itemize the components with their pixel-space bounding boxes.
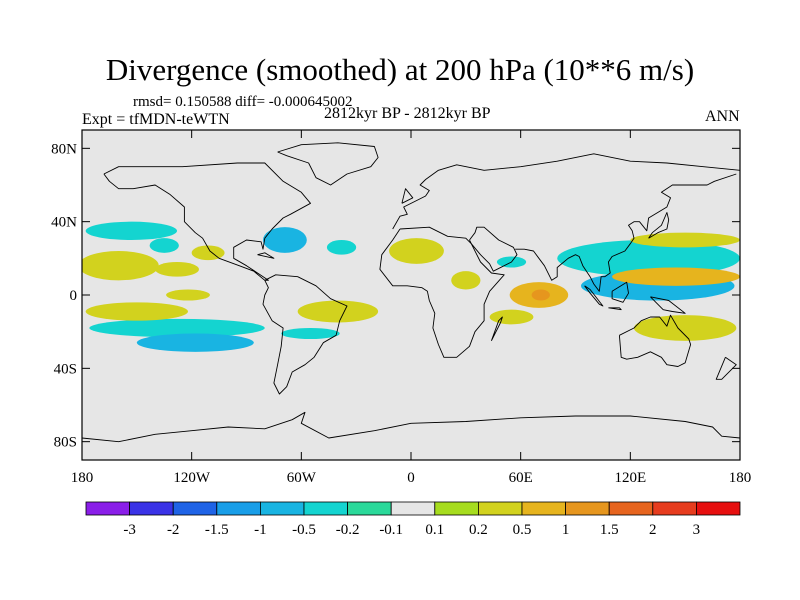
coastline-segment-16 <box>257 252 275 259</box>
coastline-segment-5 <box>515 173 737 292</box>
region-west-pacific-wet <box>612 267 740 286</box>
colorbar-swatch <box>303 501 348 516</box>
coastline-segment-15 <box>401 188 414 204</box>
region-mid-atlantic-dry <box>326 240 357 255</box>
colorbar-swatch <box>696 501 741 516</box>
coastline-segment-9 <box>584 285 604 307</box>
colorbar-label: -3 <box>123 522 136 538</box>
colorbar-swatch <box>85 501 130 516</box>
region-hawaii-dry <box>149 238 179 253</box>
x-axis: 180 120W 60W 0 60E 120E 180 <box>71 130 752 486</box>
colorbar-label: 3 <box>693 522 701 538</box>
colorbar-swatch <box>565 501 610 516</box>
colorbar-label: 0.1 <box>425 522 444 538</box>
region-atlantic-dry <box>262 227 307 253</box>
colorbar-swatch <box>434 501 479 516</box>
region-south-pacific-dry <box>89 318 265 338</box>
colorbar-label: 1.5 <box>600 522 619 538</box>
coastline-segment-13 <box>648 212 670 239</box>
x-tick-label: 120E <box>614 470 646 486</box>
y-tick-label: 40S <box>54 361 77 377</box>
season-label: ANN <box>705 108 740 125</box>
colorbar-label: -0.2 <box>336 522 360 538</box>
region-east-africa-wet <box>451 271 481 290</box>
colorbar-label: 0.2 <box>469 522 488 538</box>
region-north-pacific-dry <box>85 221 178 240</box>
colorbar-label: 0.5 <box>513 522 532 538</box>
colorbar-swatch <box>129 501 174 516</box>
x-tick-label: 60E <box>509 470 533 486</box>
region-south-pacific-deep-dry <box>136 333 254 352</box>
colorbar-swatch <box>347 501 392 516</box>
colorbar: -3 -2 -1.5 -1 -0.5 -0.2 -0.1 0.1 0.2 0.5 1 1.5 2 3 <box>85 501 741 538</box>
y-tick-label: 0 <box>70 288 78 304</box>
region-north-pacific-wet <box>630 232 740 248</box>
coastline-segment-4 <box>469 226 518 272</box>
period-label: 2812kyr BP - 2812kyr BP <box>324 105 491 122</box>
y-tick-label: 80S <box>54 435 77 451</box>
stats-subtitle: rmsd= 0.150588 diff= -0.000645002 <box>133 94 353 110</box>
region-south-america-dry <box>281 328 340 339</box>
x-tick-label: 0 <box>407 470 415 486</box>
coastline-segment-11 <box>611 281 629 303</box>
colorbar-swatch <box>477 501 523 516</box>
colorbar-label: 1 <box>562 522 570 538</box>
x-tick-label: 180 <box>729 470 752 486</box>
chart-title: Divergence (smoothed) at 200 hPa (10**6 … <box>105 52 695 87</box>
x-tick-label: 180 <box>71 470 94 486</box>
y-tick-label: 40N <box>51 215 77 231</box>
x-tick-label: 120W <box>173 470 211 486</box>
region-australia-wet <box>633 315 737 341</box>
colorbar-label: -0.1 <box>379 522 403 538</box>
coastline-segment-12 <box>650 296 686 314</box>
region-south-indian-wet <box>489 309 534 325</box>
region-west-pacific-dry <box>557 240 740 277</box>
x-tick-label: 60W <box>287 470 317 486</box>
colorbar-swatch <box>608 501 654 516</box>
y-axis: 80N 40N 0 40S 80S <box>51 141 740 451</box>
colorbar-swatch <box>390 501 436 516</box>
colorbar-swatch <box>259 501 305 516</box>
y-tick-label: 80N <box>51 141 77 157</box>
coastline-segment-14 <box>490 316 503 342</box>
coastline-segment-1 <box>262 274 348 395</box>
experiment-label: Expt = tfMDN-teWTN <box>82 111 230 128</box>
colorbar-label: 2 <box>649 522 657 538</box>
region-equatorial-pacific-wet <box>166 289 210 301</box>
colorbar-label: -1 <box>254 522 267 538</box>
colorbar-label: -2 <box>167 522 180 538</box>
region-saharan-wet <box>389 238 444 264</box>
colorbar-swatch <box>172 501 218 516</box>
coastline-segment-3 <box>379 226 505 358</box>
region-amazon-wet <box>297 300 379 323</box>
coastline-segment-10 <box>608 307 622 311</box>
colorbar-label: -0.5 <box>292 522 316 538</box>
contour-fill-layer <box>82 221 740 352</box>
coastline-segment-8 <box>277 142 379 186</box>
region-indian-ocean-core <box>531 289 550 301</box>
region-central-pacific-wetband <box>155 262 199 277</box>
colorbar-swatch <box>521 501 566 516</box>
coastline-segment-7 <box>82 411 740 443</box>
coastline-layer <box>82 142 740 443</box>
region-northeast-pacific-wetband <box>82 251 159 281</box>
colorbar-label: -1.5 <box>205 522 229 538</box>
coastline-segment-17 <box>715 356 737 380</box>
region-south-pacific-wet <box>85 302 189 321</box>
coastline-segment-2 <box>392 153 740 230</box>
coastline-segment-6 <box>618 314 692 367</box>
coastline-segment-0 <box>103 162 311 281</box>
colorbar-swatch <box>652 501 697 516</box>
colorbar-swatch <box>216 501 261 516</box>
